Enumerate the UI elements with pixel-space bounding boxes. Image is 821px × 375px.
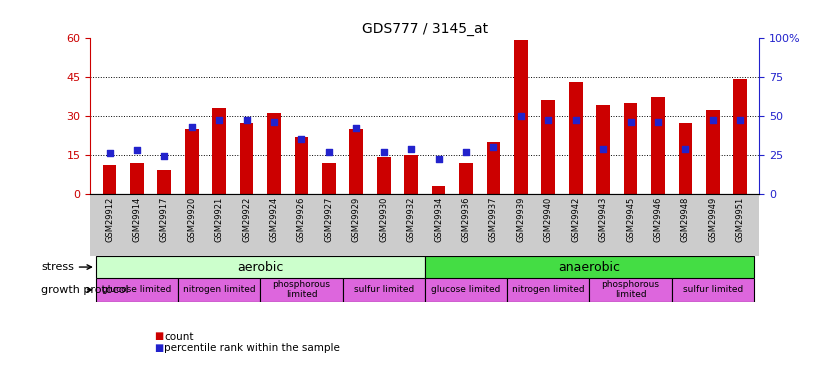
Bar xyxy=(322,163,336,194)
Bar xyxy=(733,79,747,194)
Point xyxy=(213,117,226,123)
Bar xyxy=(425,256,754,278)
Text: aerobic: aerobic xyxy=(237,261,283,273)
Text: GSM29940: GSM29940 xyxy=(544,197,553,242)
Point xyxy=(377,148,390,154)
Point xyxy=(350,125,363,131)
Bar xyxy=(96,278,178,302)
Text: GSM29949: GSM29949 xyxy=(709,197,718,242)
Text: glucose limited: glucose limited xyxy=(431,285,501,294)
Text: GSM29917: GSM29917 xyxy=(160,197,169,242)
Text: sulfur limited: sulfur limited xyxy=(683,285,743,294)
Point xyxy=(295,136,308,142)
Bar xyxy=(706,111,720,194)
Bar xyxy=(404,155,418,194)
Point xyxy=(323,148,336,154)
Bar xyxy=(541,100,555,194)
Bar xyxy=(185,129,199,194)
Point xyxy=(569,117,582,123)
Bar xyxy=(295,136,309,194)
Point xyxy=(460,148,473,154)
Point xyxy=(432,156,445,162)
Text: GSM29945: GSM29945 xyxy=(626,197,635,242)
Title: GDS777 / 3145_at: GDS777 / 3145_at xyxy=(362,22,488,36)
Text: GSM29946: GSM29946 xyxy=(654,197,663,242)
Point xyxy=(131,147,144,153)
Bar xyxy=(96,256,425,278)
Bar xyxy=(178,278,260,302)
Bar xyxy=(350,129,363,194)
Text: GSM29914: GSM29914 xyxy=(132,197,141,242)
Bar xyxy=(459,163,473,194)
Bar xyxy=(507,278,589,302)
Text: GSM29939: GSM29939 xyxy=(516,197,525,242)
Bar xyxy=(589,278,672,302)
Text: ■: ■ xyxy=(154,343,163,352)
Bar xyxy=(267,113,281,194)
Bar xyxy=(514,40,528,194)
Text: GSM29926: GSM29926 xyxy=(297,197,306,242)
Point xyxy=(487,144,500,150)
Text: stress: stress xyxy=(41,262,91,272)
Bar xyxy=(425,278,507,302)
Text: phosphorous
limited: phosphorous limited xyxy=(602,280,659,300)
Text: GSM29937: GSM29937 xyxy=(489,197,498,243)
Text: GSM29930: GSM29930 xyxy=(379,197,388,242)
Bar xyxy=(240,123,254,194)
Point xyxy=(514,112,527,118)
Text: GSM29942: GSM29942 xyxy=(571,197,580,242)
Point xyxy=(624,119,637,125)
Point xyxy=(679,146,692,152)
Point xyxy=(651,119,664,125)
Text: GSM29927: GSM29927 xyxy=(324,197,333,242)
Point xyxy=(268,119,281,125)
Text: glucose limited: glucose limited xyxy=(103,285,172,294)
Bar xyxy=(651,98,665,194)
Point xyxy=(405,146,418,152)
Text: percentile rank within the sample: percentile rank within the sample xyxy=(164,344,340,353)
Text: ■: ■ xyxy=(154,332,163,341)
Bar xyxy=(260,278,342,302)
Text: GSM29912: GSM29912 xyxy=(105,197,114,242)
Bar xyxy=(624,103,637,194)
Bar xyxy=(672,278,754,302)
Text: GSM29920: GSM29920 xyxy=(187,197,196,242)
Text: GSM29932: GSM29932 xyxy=(406,197,415,242)
Bar xyxy=(678,123,692,194)
Text: GSM29943: GSM29943 xyxy=(599,197,608,242)
Text: GSM29951: GSM29951 xyxy=(736,197,745,242)
Text: GSM29948: GSM29948 xyxy=(681,197,690,242)
Point xyxy=(103,150,116,156)
Bar xyxy=(130,163,144,194)
Bar xyxy=(596,105,610,194)
Point xyxy=(186,124,199,130)
Text: GSM29934: GSM29934 xyxy=(434,197,443,242)
Text: GSM29922: GSM29922 xyxy=(242,197,251,242)
Bar xyxy=(377,158,391,194)
Text: sulfur limited: sulfur limited xyxy=(354,285,414,294)
Point xyxy=(734,117,747,123)
Text: nitrogen limited: nitrogen limited xyxy=(183,285,255,294)
Bar xyxy=(213,108,226,194)
Bar xyxy=(569,82,583,194)
Point xyxy=(542,117,555,123)
Point xyxy=(706,117,719,123)
Text: GSM29936: GSM29936 xyxy=(461,197,470,243)
Text: count: count xyxy=(164,332,194,342)
Point xyxy=(240,117,253,123)
Text: GSM29924: GSM29924 xyxy=(269,197,278,242)
Bar xyxy=(487,142,500,194)
Bar xyxy=(342,278,425,302)
Text: nitrogen limited: nitrogen limited xyxy=(512,285,585,294)
Text: anaerobic: anaerobic xyxy=(558,261,621,273)
Text: growth protocol: growth protocol xyxy=(41,285,129,295)
Text: GSM29929: GSM29929 xyxy=(352,197,360,242)
Text: phosphorous
limited: phosphorous limited xyxy=(273,280,331,300)
Bar xyxy=(158,170,172,194)
Bar xyxy=(103,165,117,194)
Bar xyxy=(432,186,446,194)
Text: GSM29921: GSM29921 xyxy=(215,197,223,242)
Point xyxy=(597,146,610,152)
Point xyxy=(158,153,171,159)
